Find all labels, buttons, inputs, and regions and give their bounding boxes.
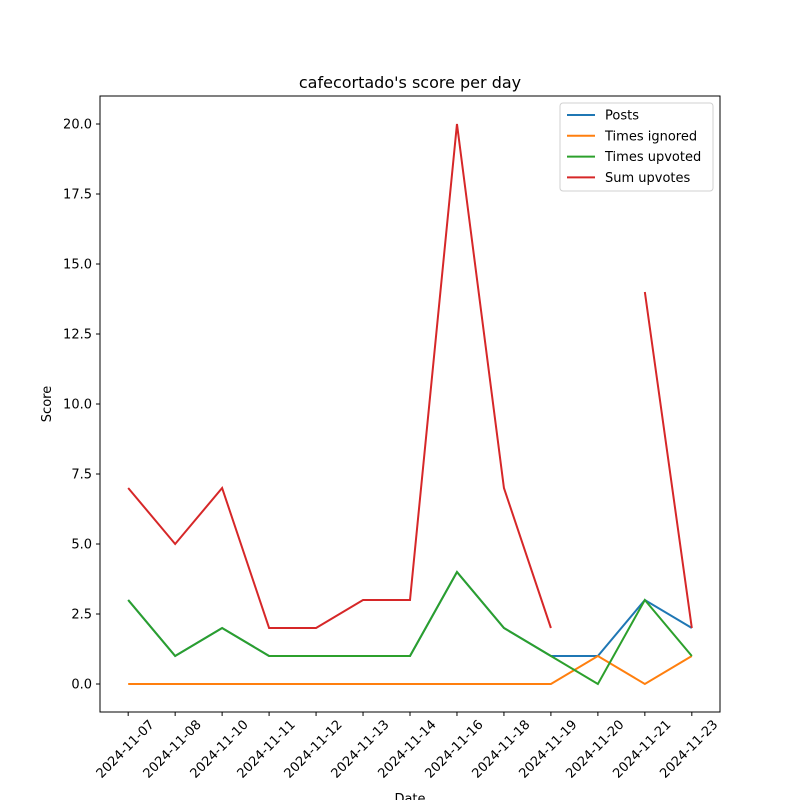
y-tick-label: 0.0 [71, 678, 92, 693]
series-line [128, 654, 693, 686]
legend-box [559, 102, 714, 192]
y-axis-label: Score [40, 386, 55, 422]
series-line [127, 123, 693, 629]
series-line [127, 570, 693, 686]
y-tick-label: 2.5 [71, 608, 92, 623]
y-tick-label: 12.5 [63, 328, 92, 343]
legend-label: Posts [605, 109, 639, 124]
y-tick-label: 15.0 [63, 258, 92, 273]
legend-label: Times upvoted [604, 150, 701, 165]
y-tick-label: 10.0 [63, 398, 92, 413]
x-axis-label: Date [394, 792, 425, 800]
y-tick-label: 17.5 [63, 188, 92, 203]
legend-label: Sum upvotes [605, 171, 691, 186]
y-tick-label: 7.5 [71, 468, 92, 483]
chart-title: cafecortado's score per day [299, 73, 521, 92]
y-tick-label: 20.0 [63, 118, 92, 133]
y-tick-label: 5.0 [71, 538, 92, 553]
legend-label: Times ignored [604, 129, 697, 144]
